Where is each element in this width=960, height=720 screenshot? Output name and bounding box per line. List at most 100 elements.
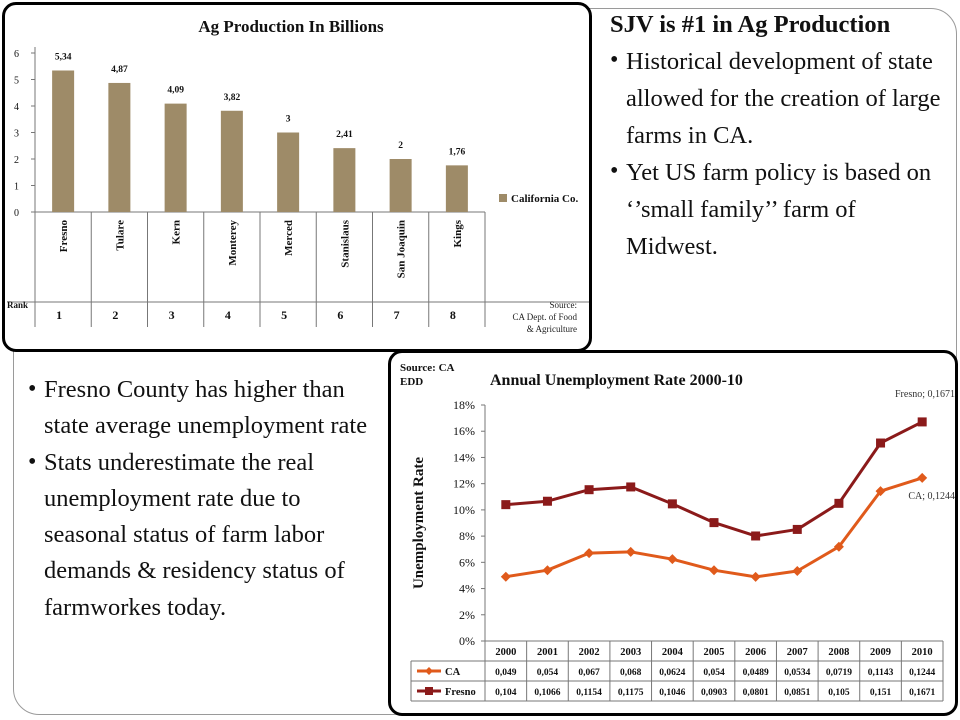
y-tick-label: 2% <box>459 608 475 622</box>
data-point-fresno <box>709 518 719 528</box>
y-tick-label: 6 <box>14 49 19 60</box>
table-legend-marker <box>425 667 433 675</box>
x-category-label: 2000 <box>495 647 516 658</box>
source-note: & Agriculture <box>527 324 577 334</box>
table-cell: 0,0801 <box>743 688 769 698</box>
x-category-label: 2003 <box>620 647 641 658</box>
table-cell: 0,1175 <box>618 688 644 698</box>
category-label: Tulare <box>114 220 126 251</box>
table-cell: 0,105 <box>828 688 850 698</box>
data-point-fresno <box>667 499 677 509</box>
slide-heading: SJV is #1 in Ag Production <box>610 11 891 38</box>
bar-data-label: 4,87 <box>111 65 128 75</box>
series-end-label: CA; 0,1244 <box>908 491 955 502</box>
source-note: Source: <box>550 300 578 310</box>
unemployment-chart: Source: CA EDD Annual Unemployment Rate 20… <box>400 362 955 702</box>
table-cell: 0,0719 <box>826 668 852 678</box>
y-tick-label: 10% <box>453 503 475 517</box>
left-text-block: Fresno County has higher than state aver… <box>28 371 368 626</box>
table-cell: 0,104 <box>495 688 517 698</box>
bar-data-label: 3 <box>286 115 291 125</box>
data-point-ca <box>500 571 511 582</box>
top-bullet-1: Historical development of state allowed … <box>610 42 945 154</box>
table-cell: 0,0624 <box>659 668 685 678</box>
data-point-fresno <box>584 485 594 495</box>
data-point-ca <box>917 472 928 483</box>
bar-data-label: 1,76 <box>449 147 466 157</box>
table-cell: 0,0851 <box>784 688 810 698</box>
left-bullet-2: Stats underestimate the real unemploymen… <box>28 444 368 626</box>
bar-merced <box>277 132 300 212</box>
rank-label: Rank <box>7 300 28 310</box>
data-point-fresno <box>876 438 886 448</box>
rank-value: 2 <box>112 308 118 322</box>
data-point-fresno <box>917 417 927 427</box>
top-text-block: SJV is #1 in Ag Production Historical de… <box>610 6 945 265</box>
data-point-fresno <box>834 498 844 508</box>
bar-data-label: 5,34 <box>55 52 72 62</box>
table-cell: 0,1244 <box>909 668 935 678</box>
table-cell: 0,1154 <box>576 688 602 698</box>
y-tick-label: 1 <box>14 182 19 193</box>
rank-value: 3 <box>169 308 175 322</box>
data-point-ca <box>750 571 761 582</box>
x-category-label: 2007 <box>787 647 808 658</box>
unemployment-chart-panel: Source: CA EDD Annual Unemployment Rate 20… <box>388 350 958 716</box>
x-category-label: 2004 <box>662 647 684 658</box>
y-tick-label: 14% <box>453 450 475 464</box>
series-end-label: Fresno; 0,1671 <box>895 389 955 400</box>
bar-data-label: 3,82 <box>224 93 241 103</box>
data-point-ca <box>542 565 553 576</box>
y-tick-label: 5 <box>14 76 19 87</box>
category-label: Kings <box>452 219 464 247</box>
table-legend-marker <box>425 687 433 695</box>
legend-label: California Co. <box>511 193 578 205</box>
source-note: EDD <box>400 376 423 388</box>
table-cell: 0,0534 <box>784 668 810 678</box>
table-cell: 0,054 <box>537 668 559 678</box>
ag-production-chart-panel: Ag Production In Billions 0 1 2 3 4 5 6 5,34 Fres… <box>2 2 592 352</box>
y-tick-label: 12% <box>453 477 475 491</box>
y-tick-label: 2 <box>14 155 19 166</box>
bar-tulare <box>108 82 131 212</box>
rank-value: 6 <box>337 308 343 322</box>
bar-data-label: 2 <box>398 141 403 151</box>
data-point-ca <box>625 546 636 557</box>
table-cell: 0,067 <box>578 668 600 678</box>
x-category-label: 2008 <box>828 647 849 658</box>
data-point-fresno <box>501 500 511 510</box>
x-category-label: 2009 <box>870 647 891 658</box>
table-cell: 0,0903 <box>701 688 727 698</box>
data-point-ca <box>792 565 803 576</box>
category-label: Kern <box>171 220 183 244</box>
x-category-label: 2010 <box>912 647 933 658</box>
data-point-fresno <box>751 531 761 541</box>
rank-value: 1 <box>56 308 62 322</box>
y-tick-label: 0 <box>14 208 19 219</box>
y-tick-label: 4% <box>459 582 475 596</box>
data-point-fresno <box>542 496 552 506</box>
chart-title: Ag Production In Billions <box>198 17 384 36</box>
y-tick-label: 3 <box>14 129 19 140</box>
table-cell: 0,1046 <box>659 688 685 698</box>
y-axis-label: Unemployment Rate <box>411 457 427 589</box>
table-cell: 0,0489 <box>743 668 769 678</box>
x-category-label: 2001 <box>537 647 558 658</box>
y-tick-label: 0% <box>459 634 475 648</box>
left-bullet-1: Fresno County has higher than state aver… <box>28 371 368 445</box>
bar-monterey <box>220 110 243 212</box>
data-point-ca <box>584 548 595 559</box>
bar-stanislaus <box>333 148 356 212</box>
category-label: Stanislaus <box>339 219 351 267</box>
table-series-name: CA <box>445 667 461 678</box>
data-point-fresno <box>626 482 636 492</box>
bar-san-joaquin <box>389 159 412 212</box>
table-cell: 0,068 <box>620 668 642 678</box>
series-line-ca <box>505 476 923 579</box>
bar-data-label: 4,09 <box>167 86 184 96</box>
ag-production-chart: Ag Production In Billions 0 1 2 3 4 5 6 5,34 Fres… <box>7 17 589 334</box>
category-label: Fresno <box>58 220 70 253</box>
bar-data-label: 2,41 <box>336 130 353 140</box>
table-cell: 0,1143 <box>868 668 894 678</box>
category-label: Merced <box>283 220 295 256</box>
